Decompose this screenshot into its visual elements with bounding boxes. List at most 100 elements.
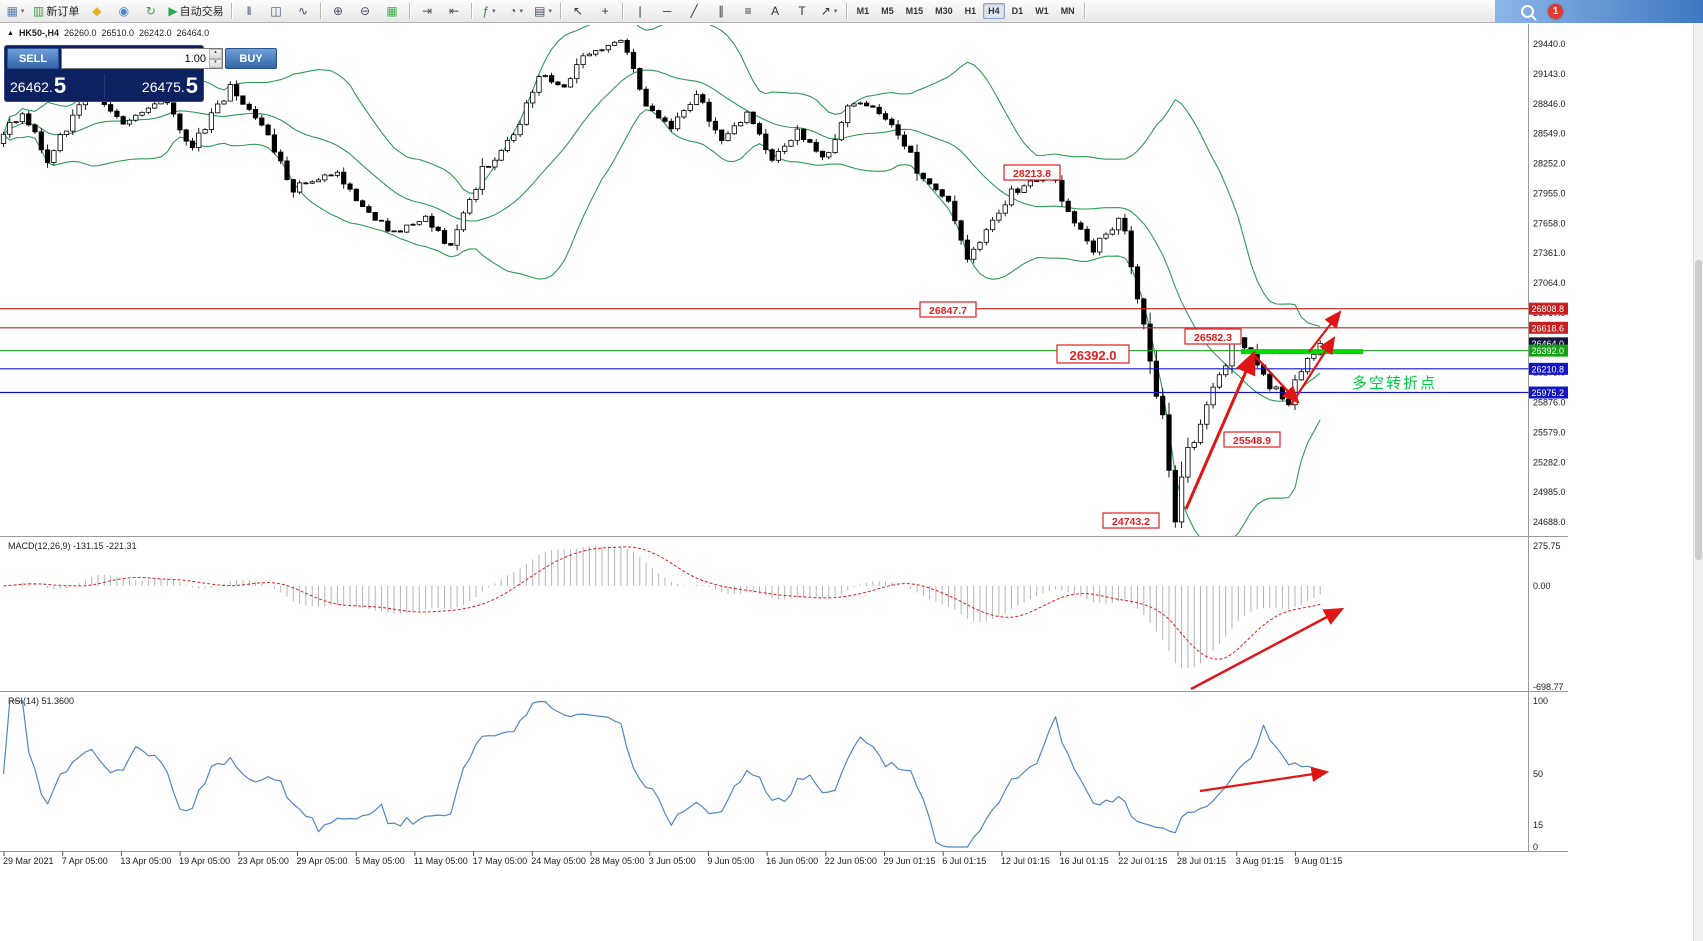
timeframe-m30[interactable]: M30 [935, 6, 953, 16]
macd-histogram [9, 546, 1321, 669]
tile-windows-icon: ▦ [386, 4, 398, 18]
svg-text:50: 50 [1533, 769, 1543, 779]
volume-decrease-button[interactable]: ▾ [209, 58, 222, 68]
timeframe-m5[interactable]: M5 [881, 6, 894, 16]
price-callout: 25548.9 [1223, 431, 1281, 448]
zoom-in-icon: ⊕ [333, 4, 344, 18]
svg-text:26210.8: 26210.8 [1532, 364, 1565, 374]
fibonacci-button[interactable]: ≡ [736, 1, 761, 22]
sell-button[interactable]: SELL [7, 48, 59, 69]
text-button[interactable]: A [763, 1, 788, 22]
vertical-line-button[interactable]: | [628, 1, 653, 22]
scrollbar-thumb[interactable] [1695, 260, 1702, 560]
vertical-scrollbar[interactable] [1693, 23, 1703, 941]
timeframe-h4[interactable]: H4 [983, 3, 1005, 19]
text-label-button[interactable]: T [790, 1, 815, 22]
ohlc-high: 26510.0 [101, 28, 135, 38]
chart-line-button[interactable]: ∿ [291, 1, 316, 22]
svg-text:0: 0 [1533, 842, 1538, 852]
timeframe-mn[interactable]: MN [1060, 6, 1075, 16]
autoscroll-button[interactable]: ⇥ [415, 1, 440, 22]
channel-button[interactable]: ∥ [709, 1, 734, 22]
chart-marker-icon: ▲ [7, 29, 14, 37]
arrows-icon: ↗ [820, 4, 831, 18]
bollinger-bands [2, 25, 1321, 536]
zoom-out-button[interactable]: ⊖ [353, 1, 378, 22]
toolbar-search-area: 1 [1495, 0, 1703, 23]
notification-badge[interactable]: 1 [1548, 4, 1563, 19]
chart-candles-icon: ◫ [270, 4, 282, 18]
tile-windows-button[interactable]: ▦ [380, 1, 405, 22]
chart-shift-button[interactable]: ⇤ [442, 1, 467, 22]
svg-text:24743.2: 24743.2 [1112, 516, 1150, 528]
price-callout: 26582.3 [1184, 328, 1242, 345]
search-icon[interactable] [1521, 5, 1534, 18]
templates-button[interactable]: ▤ ▾ [531, 1, 556, 22]
svg-text:9 Aug 01:15: 9 Aug 01:15 [1294, 856, 1342, 866]
timeframe-m15[interactable]: M15 [905, 6, 924, 16]
text-icon: A [771, 4, 780, 18]
chart-shift-icon: ⇤ [449, 4, 460, 18]
svg-text:27064.0: 27064.0 [1533, 278, 1566, 288]
community-icon: ◉ [118, 4, 130, 18]
autotrading-button[interactable]: ▶ 自动交易 [165, 1, 226, 22]
svg-text:26618.6: 26618.6 [1532, 323, 1565, 333]
refresh-icon: ↻ [145, 4, 156, 18]
chart-line-icon: ∿ [298, 4, 309, 18]
svg-text:29 Jun 01:15: 29 Jun 01:15 [884, 856, 936, 866]
trendline-icon: ╱ [690, 4, 698, 18]
trendline-button[interactable]: ╱ [682, 1, 707, 22]
toolbar-separator [559, 3, 562, 19]
chart-bars-button[interactable]: ‖ [237, 1, 262, 22]
volume-input[interactable] [62, 49, 209, 68]
chart-candles-button[interactable]: ◫ [264, 1, 289, 22]
toolbar-buttons: ▦ ▾ ▥ 新订单 ◆ ◉ ↻ ▶ 自动交易 ‖ ◫ ∿ ⊕ ⊖ ▦ ⇥ ⇤ ƒ ▾ ◔ ▾ ▤ ▾ ↖ + | ─ ╱ ∥ ≡ A T ↗ ▾ [2, 1, 851, 22]
indicators-button[interactable]: ƒ ▾ [477, 1, 502, 22]
timeframe-m1[interactable]: M1 [856, 6, 870, 16]
ohlc-open: 26260.0 [63, 28, 97, 38]
cursor-button[interactable]: ↖ [566, 1, 591, 22]
buy-button[interactable]: BUY [225, 48, 277, 69]
favorites-button[interactable]: ◆ [84, 1, 109, 22]
ohlc-low: 26242.0 [139, 28, 172, 38]
svg-text:-698.77: -698.77 [1533, 682, 1564, 692]
sell-price-big: 5 [53, 73, 67, 98]
svg-text:100: 100 [1533, 696, 1548, 706]
new-chart-button[interactable]: ▦ ▾ [3, 1, 28, 22]
svg-text:3 Jun 05:00: 3 Jun 05:00 [649, 856, 696, 866]
svg-text:29 Mar 2021: 29 Mar 2021 [3, 856, 54, 866]
toolbar-separator [408, 3, 411, 19]
timeframe-d1[interactable]: D1 [1011, 6, 1024, 16]
community-button[interactable]: ◉ [111, 1, 136, 22]
svg-text:13 Apr 05:00: 13 Apr 05:00 [120, 856, 171, 866]
volume-increase-button[interactable]: ▴ [209, 49, 222, 59]
svg-text:26392.0: 26392.0 [1532, 346, 1565, 356]
svg-text:27361.0: 27361.0 [1533, 248, 1566, 258]
crosshair-button[interactable]: + [593, 1, 618, 22]
svg-text:25876.0: 25876.0 [1533, 398, 1566, 408]
toolbar-separator [470, 3, 473, 19]
macd-signal-line [3, 546, 1321, 660]
arrows-button[interactable]: ↗ ▾ [817, 1, 842, 22]
buy-price-small: 26475. [141, 79, 185, 95]
timeframe-h1[interactable]: H1 [964, 6, 977, 16]
new-order-button[interactable]: ▥ 新订单 [30, 1, 82, 22]
autotrading-button-label: 自动交易 [179, 6, 224, 18]
periods-button[interactable]: ◔ ▾ [504, 1, 529, 22]
price-tag: 26392.0 [1529, 344, 1568, 357]
svg-text:27658.0: 27658.0 [1533, 218, 1566, 228]
refresh-button[interactable]: ↻ [138, 1, 163, 22]
toolbar-separator [230, 3, 233, 19]
svg-text:6 Jul 01:15: 6 Jul 01:15 [942, 856, 986, 866]
crosshair-icon: + [601, 4, 609, 18]
zoom-in-button[interactable]: ⊕ [326, 1, 351, 22]
svg-text:25579.0: 25579.0 [1533, 427, 1566, 437]
new-chart-icon: ▦ [6, 4, 18, 18]
cursor-icon: ↖ [573, 4, 584, 18]
horizontal-line-button[interactable]: ─ [655, 1, 680, 22]
timeframe-w1[interactable]: W1 [1035, 6, 1049, 16]
price-callout: 26847.7 [919, 301, 977, 318]
timeframe-bar: M1 M5 M15 M30 H1 H4 D1 W1 MN [851, 3, 1089, 19]
svg-text:26464.0: 26464.0 [1532, 339, 1565, 349]
